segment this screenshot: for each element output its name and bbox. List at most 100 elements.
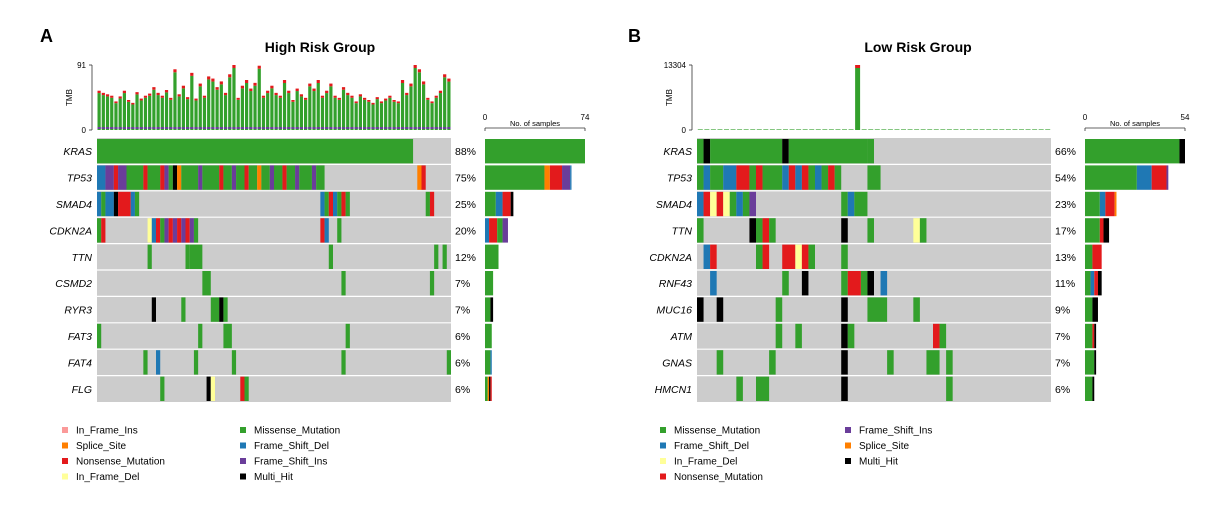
tmb-bar-nonsense <box>240 85 244 89</box>
tmb-bar-missense <box>789 129 795 130</box>
tmb-bar <box>848 129 854 130</box>
tmb-bar-missense <box>396 103 400 130</box>
gene-row-flg: FLG 6% <box>72 376 492 401</box>
tmb-bar-missense <box>783 129 788 130</box>
tmb-bar-nonsense <box>232 65 236 68</box>
sample-bar-missense-mutation <box>485 297 491 322</box>
tmb-bar-nonsense <box>97 90 101 94</box>
tmb-bar <box>211 78 215 130</box>
tmb-bar-missense <box>430 103 434 130</box>
tmb-bar <box>375 97 379 130</box>
mutation-cell-missense-mutation <box>223 165 232 190</box>
tmb-bar-missense <box>291 101 295 130</box>
tmb-bar <box>426 97 430 130</box>
tmb-bar-nonsense <box>278 95 282 98</box>
legend-item-in-frame-ins: In_Frame_Ins <box>62 426 138 437</box>
tmb-bar-missense <box>261 97 266 130</box>
tmb-tick-label: 0 <box>682 126 687 135</box>
tmb-bar-missense <box>198 86 202 130</box>
tmb-bar-frameshift <box>135 127 139 129</box>
tmb-bar <box>438 90 443 130</box>
mutation-cell-nonsense-mutation <box>762 218 770 243</box>
tmb-bar-nonsense <box>316 80 320 83</box>
mutation-cell-missense-mutation <box>160 376 165 401</box>
tmb-bar <box>367 100 371 130</box>
mutation-cell-nonsense-mutation <box>801 165 809 190</box>
mutation-cell-frame-shift-del <box>97 165 106 190</box>
tmb-bar <box>392 100 396 130</box>
tmb-bar <box>901 129 906 130</box>
tmb-bar-missense <box>855 68 861 130</box>
tmb-bar-nonsense <box>190 72 194 76</box>
tmb-bar-frameshift <box>325 127 329 129</box>
tmb-bar <box>249 88 253 130</box>
tmb-bar-frameshift <box>333 127 337 129</box>
tmb-bar <box>346 92 350 130</box>
mutation-cell-missense-mutation <box>795 323 802 349</box>
tmb-bar-missense <box>278 97 282 130</box>
tmb-bar-frameshift <box>127 127 131 129</box>
tmb-bar <box>409 83 413 130</box>
mutation-cell-missense-mutation <box>742 191 750 217</box>
gene-percent: 25% <box>455 199 476 211</box>
mutation-cell-missense-mutation <box>126 165 144 190</box>
sample-bar-frame-shift-del <box>570 165 572 190</box>
sample-bar-frame-shift-del <box>1136 165 1152 190</box>
tmb-bar <box>135 92 139 130</box>
tmb-bar <box>295 88 299 130</box>
mutation-cell-missense-mutation <box>769 350 776 375</box>
tmb-bar-nonsense <box>299 94 303 97</box>
tmb-bar-frameshift <box>396 127 400 129</box>
tmb-bar-nonsense <box>249 88 253 92</box>
tmb-bar-frameshift <box>337 127 341 129</box>
tmb-bar-nonsense <box>350 95 354 98</box>
legend-swatch <box>62 427 68 433</box>
mutation-cell-nonsense-mutation <box>716 191 724 217</box>
mutation-cell-nonsense-mutation <box>244 165 249 190</box>
mutation-cell-nonsense-mutation <box>160 165 165 190</box>
mutation-cell-missense-mutation <box>756 376 770 401</box>
tmb-bar-missense <box>776 129 782 130</box>
mutation-cell-multi-hit <box>716 297 724 322</box>
mutation-cell-missense-mutation <box>788 139 868 164</box>
tmb-bar-frameshift <box>110 127 114 129</box>
tmb-bar <box>160 95 164 130</box>
mutation-cell-frame-shift-ins <box>164 165 169 190</box>
gene-row-cdkn2a: CDKN2A 20% <box>49 218 508 243</box>
tmb-bar-frameshift <box>101 127 105 129</box>
gene-percent: 12% <box>455 252 476 264</box>
tmb-bar-missense <box>148 95 152 130</box>
gene-percent: 7% <box>1055 357 1070 369</box>
tmb-bar <box>139 98 143 130</box>
mutation-cell-missense-mutation <box>97 218 102 243</box>
tmb-bar <box>697 129 703 130</box>
tmb-bar-missense <box>350 97 354 130</box>
tmb-bar-nonsense <box>211 78 215 82</box>
tmb-bar-missense <box>215 89 219 130</box>
tmb-bar <box>131 102 135 130</box>
tmb-bar <box>396 101 400 130</box>
legend-item-nonsense-mutation: Nonsense_Mutation <box>62 457 165 468</box>
mutation-cell-missense-mutation <box>847 323 855 349</box>
mutation-cell-multi-hit <box>782 139 789 164</box>
mutation-cell-missense-mutation <box>697 165 704 190</box>
tmb-bar <box>717 129 723 130</box>
mutation-cell-missense-mutation <box>729 191 737 217</box>
tmb-bar-nonsense <box>384 98 388 101</box>
sample-bar-multi-hit <box>510 191 514 217</box>
tmb-bar-missense <box>743 129 749 130</box>
tmb-bar-missense <box>118 98 122 130</box>
legend-label: Frame_Shift_Del <box>674 441 749 452</box>
mutation-cell-missense-mutation <box>919 218 927 243</box>
mutation-cell-missense-mutation <box>198 323 203 349</box>
tmb-bar-frameshift <box>266 127 270 129</box>
mutation-cell-nonsense-mutation <box>320 218 325 243</box>
tmb-bar-frameshift <box>232 127 236 129</box>
sample-bar-missense-mutation <box>485 376 488 401</box>
legend-label: Nonsense_Mutation <box>76 457 165 468</box>
mutation-cell-nonsense-mutation <box>101 218 106 243</box>
tmb-bar <box>164 90 169 130</box>
tmb-bar <box>388 95 392 130</box>
tmb-bar-missense <box>927 129 933 130</box>
